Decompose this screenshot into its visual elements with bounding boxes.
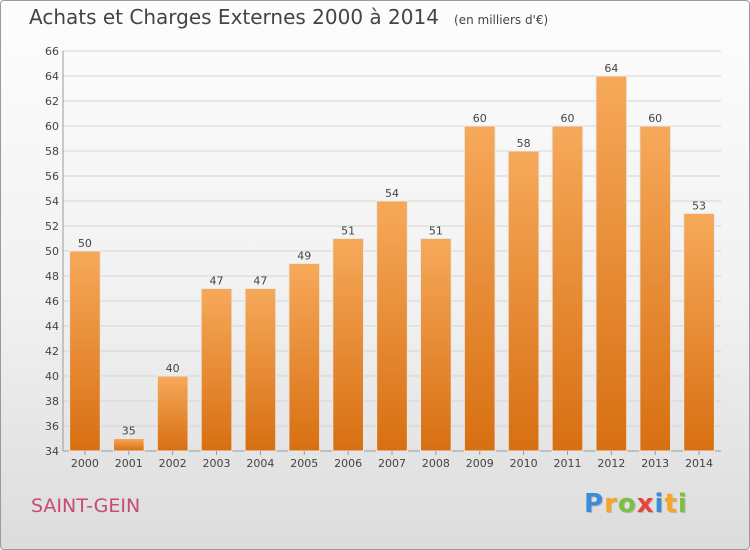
x-tick-label: 2000 [71, 457, 99, 470]
y-tick-label: 46 [45, 295, 59, 308]
data-label: 60 [648, 112, 662, 125]
y-tick-label: 54 [45, 195, 59, 208]
x-tick-label: 2013 [641, 457, 669, 470]
logo-letter: r [604, 489, 618, 519]
x-tick-label: 2002 [159, 457, 187, 470]
y-tick-label: 40 [45, 370, 59, 383]
data-label: 35 [122, 425, 136, 438]
y-tick-label: 50 [45, 245, 59, 258]
y-tick-label: 58 [45, 145, 59, 158]
y-tick-label: 34 [45, 445, 59, 458]
logo-letter: i [654, 489, 665, 519]
y-tick-label: 64 [45, 70, 59, 83]
logo-letter: P [584, 489, 605, 519]
x-tick-label: 2006 [334, 457, 362, 470]
logo-letter: o [617, 489, 637, 519]
data-label: 54 [385, 187, 399, 200]
data-label: 51 [341, 225, 355, 238]
bar [156, 375, 189, 452]
bar [463, 125, 496, 452]
data-label: 51 [429, 225, 443, 238]
bar [200, 288, 233, 452]
x-tick-label: 2008 [422, 457, 450, 470]
data-label: 50 [78, 237, 92, 250]
data-label: 47 [210, 275, 224, 288]
bar [420, 238, 452, 452]
logo-letter: x [636, 489, 655, 519]
y-tick-label: 36 [45, 420, 59, 433]
bar [69, 250, 101, 452]
x-tick-label: 2007 [378, 457, 406, 470]
x-tick-label: 2012 [597, 457, 625, 470]
y-tick-label: 38 [45, 395, 59, 408]
data-label: 58 [517, 137, 531, 150]
data-label: 60 [560, 112, 574, 125]
data-label: 64 [604, 62, 618, 75]
unit-text: (en milliers d'€) [454, 13, 549, 27]
data-label: 53 [692, 200, 706, 213]
x-tick-label: 2005 [290, 457, 318, 470]
y-tick-label: 56 [45, 170, 59, 183]
y-tick-label: 66 [45, 45, 59, 58]
bar [639, 125, 672, 452]
x-tick-label: 2004 [246, 457, 274, 470]
chart-title: Achats et Charges Externes 2000 à 2014 (… [29, 5, 548, 29]
x-tick-label: 2009 [466, 457, 494, 470]
bar [244, 288, 277, 452]
commune-name: SAINT-GEIN [31, 495, 141, 517]
y-tick-label: 48 [45, 270, 59, 283]
bar [376, 200, 408, 452]
x-tick-label: 2010 [510, 457, 538, 470]
x-tick-label: 2003 [203, 457, 231, 470]
y-tick-label: 60 [45, 120, 59, 133]
y-tick-label: 42 [45, 345, 59, 358]
bar [507, 150, 540, 452]
title-text: Achats et Charges Externes 2000 à 2014 [29, 5, 439, 29]
x-tick-label: 2014 [685, 457, 713, 470]
data-label: 49 [297, 250, 311, 263]
y-tick-label: 62 [45, 95, 59, 108]
x-tick-label: 2011 [553, 457, 581, 470]
bar [288, 263, 321, 452]
y-tick-label: 44 [45, 320, 59, 333]
bar [683, 213, 715, 452]
logo-letter: i [677, 489, 688, 519]
y-tick-label: 52 [45, 220, 59, 233]
data-label: 60 [473, 112, 487, 125]
logo-letter: t [664, 489, 678, 519]
proxiti-logo: Proxiti [584, 489, 688, 519]
bar [595, 75, 628, 452]
data-label: 40 [166, 362, 180, 375]
x-tick-label: 2001 [115, 457, 143, 470]
bar [332, 238, 364, 452]
data-label: 47 [253, 275, 267, 288]
bar [112, 438, 145, 452]
bar [551, 125, 584, 452]
